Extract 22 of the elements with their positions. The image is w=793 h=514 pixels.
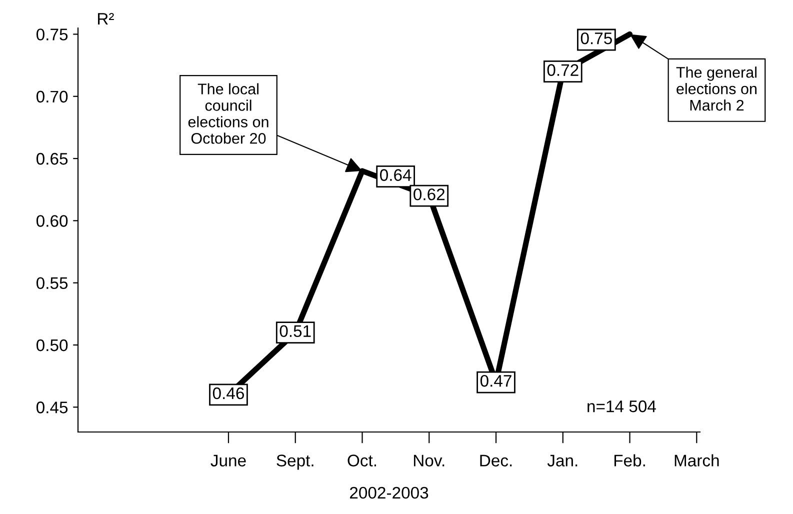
x-tick-label: Dec. xyxy=(480,454,512,466)
y-tick-label: 0.75 xyxy=(36,28,68,40)
y-tick-label: 0.45 xyxy=(36,402,68,414)
y-tick-label: 0.70 xyxy=(36,90,68,103)
annotation: The general elections on March 2 xyxy=(676,66,756,111)
annotation: The local council elections on October 20 xyxy=(188,83,268,144)
x-tick-label: Oct. xyxy=(348,454,376,466)
annotation: n=14 504 xyxy=(588,400,656,412)
y-tick-label: 0.60 xyxy=(36,215,68,227)
x-tick-label: March xyxy=(674,454,719,466)
data-label: 0.64 xyxy=(380,169,412,181)
x-axis-title: 2002-2003 xyxy=(350,486,428,499)
y-tick-label: 0.50 xyxy=(36,339,68,352)
y-tick-label: 0.55 xyxy=(36,277,68,290)
x-tick-label: Feb. xyxy=(614,454,645,466)
y-tick-label: 0.65 xyxy=(36,152,68,165)
x-tick-label: Sept. xyxy=(276,454,314,470)
y-axis-title: R² xyxy=(98,12,114,25)
x-tick-label: Jan. xyxy=(547,454,578,466)
data-label: 0.75 xyxy=(580,32,612,44)
x-tick-label: Nov. xyxy=(414,454,444,466)
x-tick-label: June xyxy=(210,454,246,466)
